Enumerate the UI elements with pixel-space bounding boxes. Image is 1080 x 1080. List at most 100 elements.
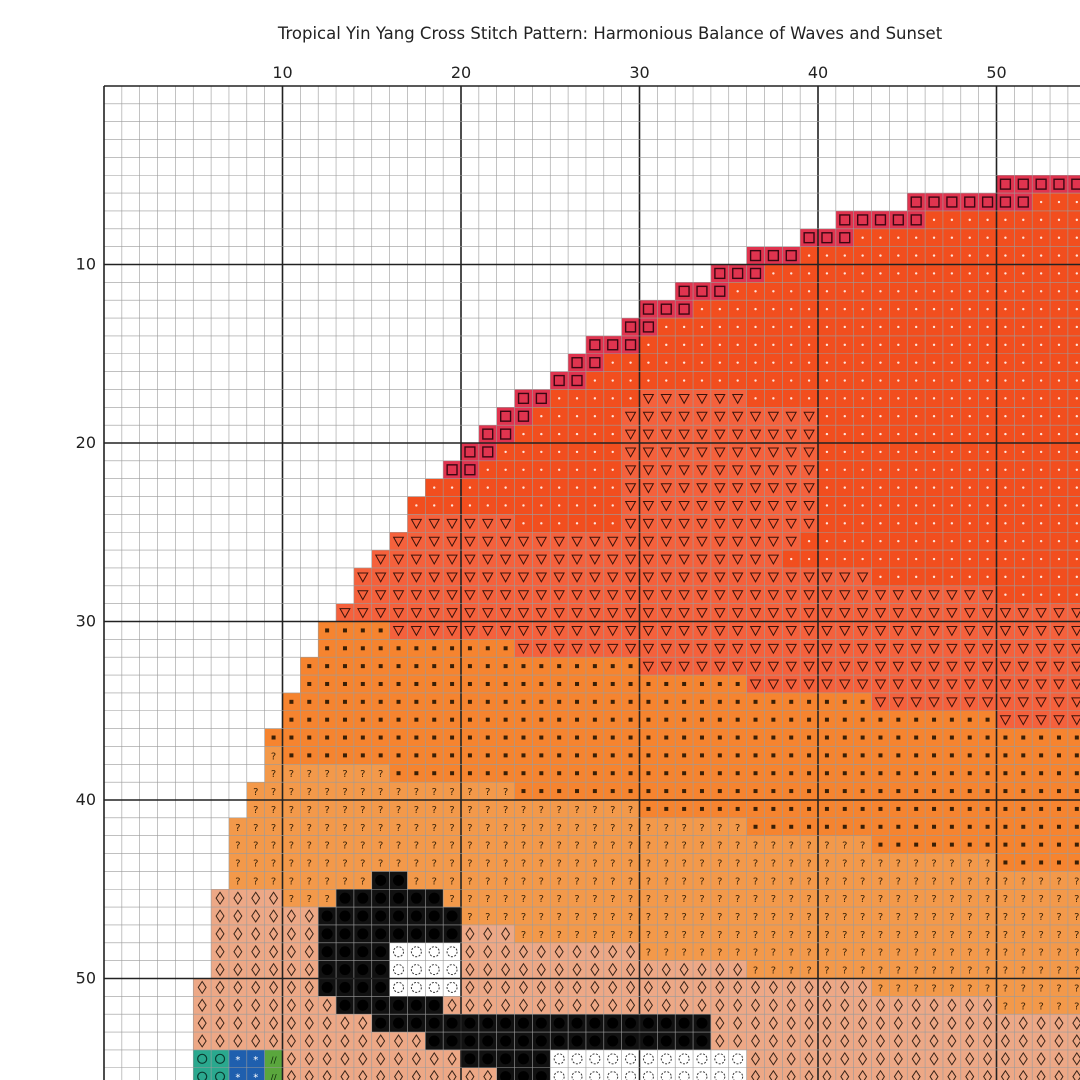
question-symbol-icon: ? [378,769,383,780]
stitch-fill [585,532,604,551]
stitch-fill [764,889,783,908]
stitch-cell: ? [942,889,961,908]
stitch-fill [1032,710,1051,729]
stitch-fill [639,889,658,908]
stitch-cell [728,960,747,979]
dot-symbol-icon [914,290,918,293]
stitch-cell [746,603,765,622]
stitch-cell [996,478,1015,497]
stitch-fill [693,639,711,658]
stitch-fill [568,621,586,640]
stitch-cell [532,621,551,640]
stitch-cell: ? [889,960,908,979]
dash-symbol-icon [699,699,704,704]
triangle-symbol-icon [856,643,869,655]
stitch-cell [264,728,283,747]
stitch-cell [907,567,926,586]
dash-symbol-icon [628,735,633,740]
stitch-fill [693,621,711,640]
stitch-fill [907,193,926,211]
stitch-fill [925,889,943,908]
dot-symbol-icon [879,307,882,311]
stitch-fill [461,550,479,568]
stitch-fill [443,532,461,551]
dash-symbol-icon [1003,753,1008,758]
stitch-cell [853,496,872,515]
dash-symbol-icon [1021,842,1026,847]
question-symbol-icon: ? [1038,966,1043,977]
stitch-cell [853,800,872,818]
dot-symbol-icon [1075,379,1079,382]
diamond-symbol-icon [233,891,243,906]
dash-symbol-icon [914,789,919,794]
dash-symbol-icon [860,735,865,740]
dash-symbol-icon [967,717,972,722]
stitch-fill [728,960,747,979]
stitch-cell [746,353,765,372]
triangle-symbol-icon [1017,626,1030,637]
stitch-cell [853,692,872,711]
stitch-fill [514,532,533,551]
stitch-cell [835,585,854,604]
dot-symbol-icon [914,504,918,507]
stitch-cell [657,764,676,783]
triangle-symbol-icon [1017,679,1030,690]
stitch-fill [300,764,319,783]
dot-symbol-icon [897,575,900,579]
dash-symbol-icon [664,735,669,740]
stitch-cell [835,210,854,229]
stitch-fill [746,871,765,890]
stitch-cell [353,924,372,943]
stitch-cell [960,603,979,622]
stitch-cell [746,764,765,783]
stitch-cell [461,710,479,729]
stitch-cell: ? [639,817,658,836]
stitch-fill [318,889,337,908]
stitch-cell [782,675,801,693]
dot-symbol-icon [540,486,543,489]
stitch-fill [996,924,1015,943]
stitch-cell [907,193,926,211]
stitch-cell: ? [336,817,354,836]
dash-symbol-icon [575,681,580,686]
triangle-symbol-icon [910,626,922,637]
dash-symbol-icon [664,681,669,686]
stitch-cell [942,817,961,836]
stitch-cell [889,371,908,390]
question-symbol-icon: ? [592,805,597,816]
dot-symbol-icon [772,325,775,329]
stitch-fill [425,835,444,854]
stitch-cell [318,675,337,693]
stitch-fill [978,924,997,943]
stitch-cell [942,460,961,479]
dot-symbol-icon [1057,254,1061,257]
triangle-symbol-icon [874,679,887,690]
dash-symbol-icon [735,806,740,811]
dash-symbol-icon [307,699,312,704]
stitch-fill [496,550,515,568]
dash-symbol-icon [949,753,954,758]
triangle-symbol-icon [571,572,583,583]
stitch-cell [532,710,551,729]
stitch-cell: ? [960,942,979,961]
stitch-fill [550,639,569,658]
stitch-cell [907,443,926,461]
stitch-cell [925,764,943,783]
stitch-cell [800,282,818,301]
stitch-cell [942,764,961,783]
dot-symbol-icon [932,254,936,257]
stitch-cell [693,746,711,765]
triangle-symbol-icon [910,590,922,601]
stitch-fill [228,924,247,943]
stitch-fill [1067,246,1080,265]
question-symbol-icon: ? [771,841,776,852]
stitch-fill [889,871,908,890]
stitch-cell [925,264,943,283]
dash-symbol-icon [789,806,794,811]
question-symbol-icon: ? [574,841,579,852]
stitch-fill [996,675,1015,693]
question-symbol-icon: ? [842,841,847,852]
stitch-cell [1032,746,1051,765]
square-symbol-icon [624,321,637,333]
triangle-symbol-icon [481,608,494,619]
